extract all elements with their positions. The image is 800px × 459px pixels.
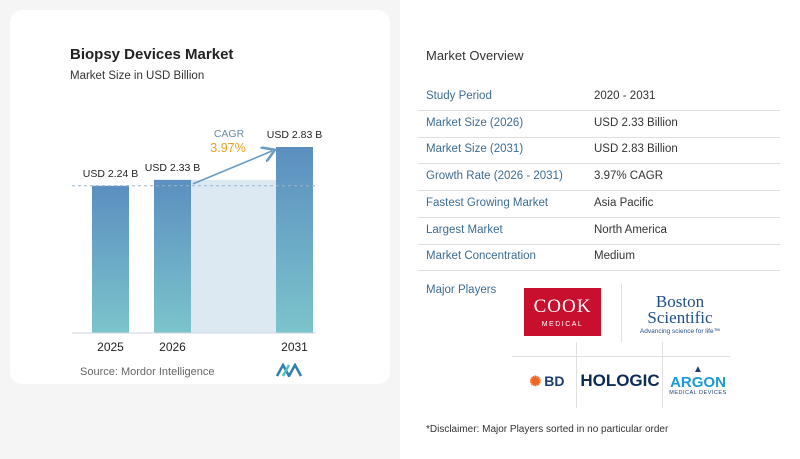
bd-logo: ✺ BD xyxy=(529,372,565,390)
overview-key: Study Period xyxy=(426,90,492,102)
overview-panel xyxy=(400,0,800,459)
argon-medical-logo: ▲ ARGON MEDICAL DEVICES xyxy=(669,364,727,396)
overview-key: Market Concentration xyxy=(426,250,536,263)
overview-key: Fastest Growing Market xyxy=(426,196,549,209)
x-tick-label: 2025 xyxy=(97,340,124,354)
x-tick-label: 2031 xyxy=(281,340,308,354)
overview-row: Market Concentration Medium xyxy=(418,244,780,272)
overview-row: Study Period 2020 - 2031 xyxy=(418,84,780,111)
divider xyxy=(621,284,622,342)
bar-chart: USD 2.24 B 2025 USD 2.33 B 2026 USD 2.83 B 20… xyxy=(72,128,322,354)
mordor-logo-icon xyxy=(276,363,302,377)
overview-key: Growth Rate (2026 - 2031) xyxy=(426,170,563,183)
major-players-label: Major Players xyxy=(426,284,497,296)
overview-row: Fastest Growing Market Asia Pacific xyxy=(418,191,780,218)
chart-subtitle: Market Size in USD Billion xyxy=(70,70,205,82)
disclaimer: *Disclaimer: Major Players sorted in no … xyxy=(426,424,669,435)
overview-value: Asia Pacific xyxy=(594,196,654,209)
overview-value: 2020 - 2031 xyxy=(594,90,656,102)
divider xyxy=(512,356,730,357)
bd-sunburst-icon: ✺ xyxy=(529,372,542,389)
argon-triangle-icon: ▲ xyxy=(693,364,703,375)
bar-2025 xyxy=(92,185,129,333)
overview-title: Market Overview xyxy=(426,48,524,63)
chart-title: Biopsy Devices Market xyxy=(70,46,234,63)
x-tick-label: 2026 xyxy=(159,340,186,354)
cagr-arrow xyxy=(192,151,272,185)
hologic-logo: HOLOGIC xyxy=(580,371,660,390)
overview-value: 3.97% CAGR xyxy=(594,170,664,183)
data-label: USD 2.33 B xyxy=(145,162,200,174)
bar-2026 xyxy=(154,179,191,333)
overview-row: Market Size (2026) USD 2.33 Billion xyxy=(418,111,780,138)
overview-key: Largest Market xyxy=(426,223,503,236)
divider xyxy=(576,342,577,408)
cook-medical-logo: COOK MEDICAL xyxy=(524,288,601,336)
overview-value: Medium xyxy=(594,250,635,263)
overview-value: USD 2.83 Billion xyxy=(594,143,678,156)
forecast-region xyxy=(191,179,276,333)
cagr-value: 3.97% xyxy=(210,141,245,155)
bar-2031 xyxy=(276,147,313,333)
overview-row: Growth Rate (2026 - 2031) 3.97% CAGR xyxy=(418,164,780,192)
data-label: USD 2.83 B xyxy=(267,129,322,141)
divider xyxy=(662,342,663,408)
data-label: USD 2.24 B xyxy=(83,168,138,180)
chart-source: Source: Mordor Intelligence xyxy=(80,366,215,378)
overview-value: North America xyxy=(594,223,667,236)
overview-key: Market Size (2026) xyxy=(426,116,524,129)
overview-key: Market Size (2031) xyxy=(426,143,524,156)
overview-row: Market Size (2031) USD 2.83 Billion xyxy=(418,137,780,165)
boston-scientific-logo: Boston Scientific Advancing science for … xyxy=(639,291,721,335)
overview-value: USD 2.33 Billion xyxy=(594,116,678,129)
cagr-label: CAGR xyxy=(214,128,245,140)
overview-row: Largest Market North America xyxy=(418,218,780,245)
